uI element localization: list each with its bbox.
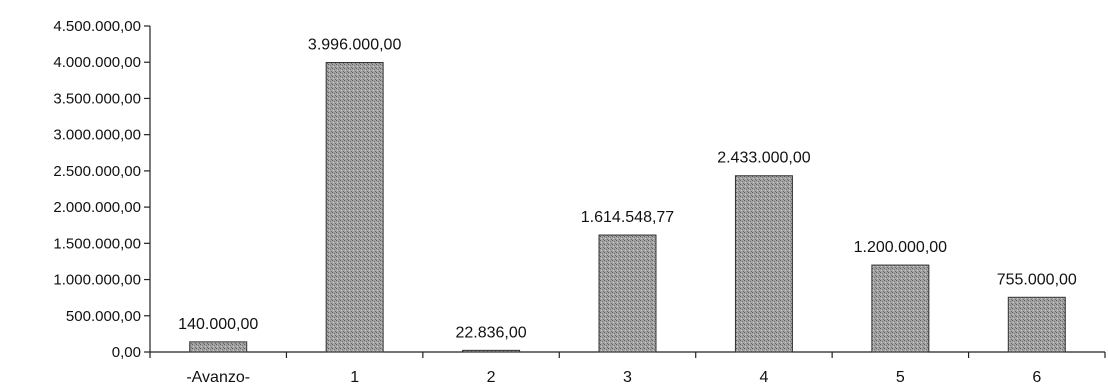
data-label: 755.000,00 xyxy=(997,271,1077,288)
y-tick-label: 2.000.000,00 xyxy=(53,199,141,216)
data-label: 1.200.000,00 xyxy=(854,239,948,256)
x-tick-label: 6 xyxy=(1032,369,1041,386)
x-tick-label: -Avanzo- xyxy=(186,369,250,386)
y-tick-label: 4.000.000,00 xyxy=(53,54,141,71)
data-label: 2.433.000,00 xyxy=(717,150,811,167)
y-tick-label: 500.000,00 xyxy=(66,308,141,325)
bar xyxy=(189,341,248,353)
data-label: 22.836,00 xyxy=(455,324,526,341)
bar xyxy=(462,349,521,353)
x-axis: -Avanzo- 1 2 3 4 5 6 xyxy=(149,351,1106,386)
x-tick-label: 4 xyxy=(759,369,768,386)
data-label: 1.614.548,77 xyxy=(581,209,675,226)
data-labels: 140.000,00 3.996.000,00 22.836,00 1.614.548… xyxy=(178,37,1077,342)
y-tick-label: 3.500.000,00 xyxy=(53,90,141,107)
data-label: 140.000,00 xyxy=(178,316,258,333)
x-tick-label: 3 xyxy=(623,369,632,386)
bars xyxy=(189,62,1066,353)
bar xyxy=(598,234,657,353)
y-tick-label: 3.000.000,00 xyxy=(53,127,141,144)
y-tick-label: 1.000.000,00 xyxy=(53,272,141,289)
x-tick-label: 2 xyxy=(487,369,496,386)
y-tick-label: 0,00 xyxy=(112,344,141,361)
bar xyxy=(1007,296,1066,353)
y-tick-label: 4.500.000,00 xyxy=(53,18,141,35)
bar xyxy=(325,62,384,353)
data-label: 3.996.000,00 xyxy=(308,37,402,54)
x-tick-label: 5 xyxy=(896,369,905,386)
bar xyxy=(871,264,930,353)
bar xyxy=(734,175,793,353)
y-tick-label: 1.500.000,00 xyxy=(53,235,141,252)
y-tick-label: 2.500.000,00 xyxy=(53,163,141,180)
y-axis: 0,00 500.000,00 1.000.000,00 1.500.000,00 2.… xyxy=(53,18,151,361)
x-tick-label: 1 xyxy=(350,369,359,386)
